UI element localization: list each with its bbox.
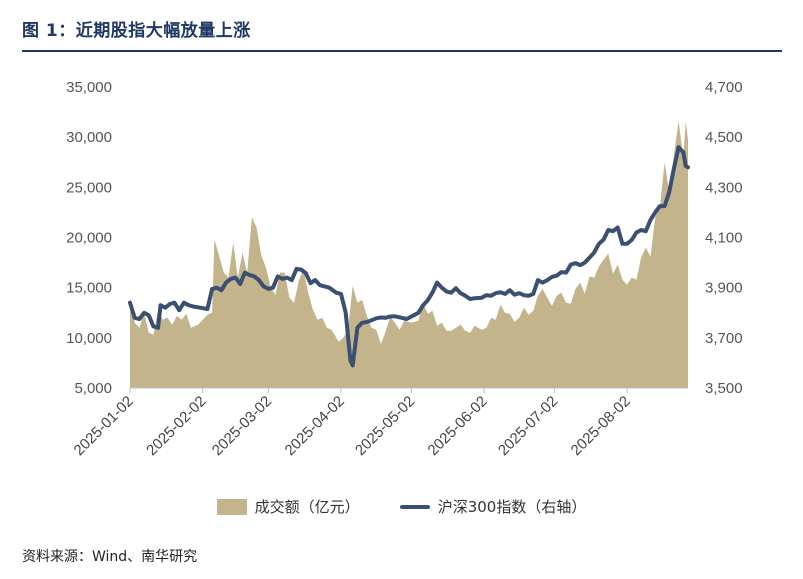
left-tick-label: 10,000 [66, 330, 112, 347]
left-tick-label: 30,000 [66, 129, 112, 146]
left-tick-label: 5,000 [74, 380, 112, 397]
right-tick-label: 4,300 [705, 179, 743, 196]
legend-label-volume: 成交额（亿元） [254, 498, 360, 516]
left-axis-ticks: 5,000 10,000 15,000 20,000 25,000 30,000 35,00… [66, 79, 112, 397]
x-tick-label: 2025-07-02 [495, 393, 561, 459]
legend-label-index: 沪深300指数（右轴） [437, 498, 587, 516]
right-tick-label: 4,700 [705, 79, 743, 96]
volume-area-layer [130, 121, 688, 388]
title-rule [22, 50, 782, 52]
page-title: 图 1：近期股指大幅放量上涨 [22, 21, 251, 41]
legend: 成交额（亿元） 沪深300指数（右轴） [0, 496, 803, 517]
right-axis-ticks: 3,500 3,700 3,900 4,100 4,300 4,500 4,700 [705, 79, 743, 397]
line-swatch [399, 504, 430, 509]
left-tick-label: 15,000 [66, 280, 112, 297]
right-tick-label: 3,700 [705, 330, 743, 347]
x-tick-label: 2025-05-02 [352, 393, 418, 459]
volume-area [130, 121, 688, 388]
area-swatch [216, 498, 247, 515]
left-tick-label: 20,000 [66, 230, 112, 247]
x-axis-ticks: 2025-01-02 2025-02-02 2025-03-02 2025-04-02… [71, 388, 634, 459]
source-note: 资料来源：Wind、南华研究 [22, 549, 198, 565]
right-tick-label: 3,900 [705, 280, 743, 297]
x-tick-label: 2025-04-02 [282, 393, 348, 459]
left-tick-label: 35,000 [66, 79, 112, 96]
legend-item-volume: 成交额（亿元） [216, 496, 360, 517]
right-tick-label: 4,100 [705, 230, 743, 247]
legend-item-index: 沪深300指数（右轴） [399, 496, 587, 517]
x-tick-label: 2025-06-02 [425, 393, 491, 459]
left-tick-label: 25,000 [66, 179, 112, 196]
x-tick-label: 2025-01-02 [71, 393, 137, 459]
x-tick-label: 2025-02-02 [143, 393, 209, 459]
right-tick-label: 4,500 [705, 129, 743, 146]
right-tick-label: 3,500 [705, 380, 743, 397]
x-tick-label: 2025-03-02 [209, 393, 275, 459]
index-line-layer [128, 145, 690, 368]
index-line [128, 145, 690, 368]
x-tick-label: 2025-08-02 [568, 393, 634, 459]
